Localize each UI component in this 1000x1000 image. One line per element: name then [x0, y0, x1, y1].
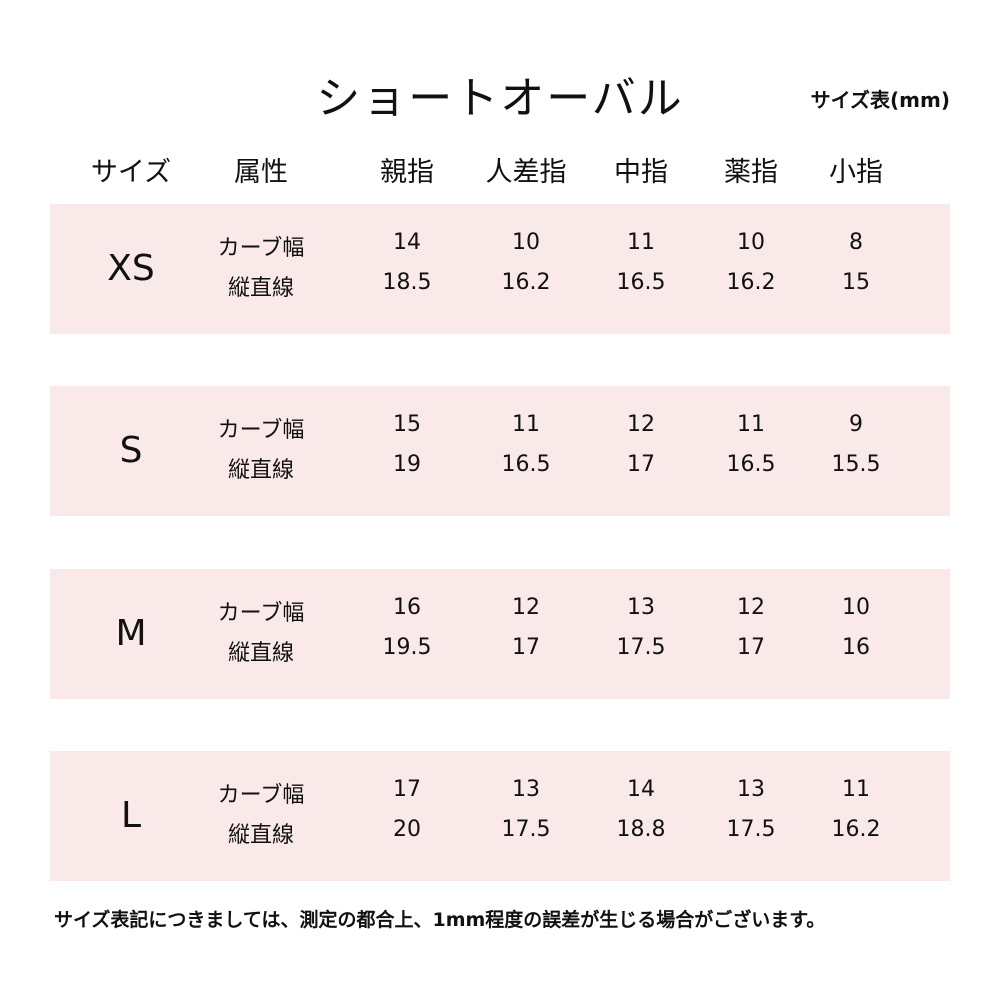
length-value: 19.5: [382, 635, 432, 660]
size-label: XS: [107, 248, 155, 289]
size-label: M: [115, 613, 147, 654]
length-value: 18.5: [382, 270, 432, 295]
length-value: 15.5: [831, 452, 881, 477]
length-value: 16.5: [616, 270, 666, 295]
size-label: S: [119, 430, 143, 471]
curve-width-value: 12: [737, 595, 765, 620]
unit-label: サイズ表(mm): [810, 88, 950, 112]
page-title: ショートオーバル: [316, 73, 684, 124]
curve-width-value: 11: [627, 230, 655, 255]
length-value: 17.5: [616, 635, 666, 660]
length-value: 16.2: [831, 817, 881, 842]
header-size: サイズ: [90, 157, 172, 188]
length-value: 16: [842, 635, 870, 660]
curve-width-value: 8: [849, 230, 863, 255]
length-value: 20: [393, 817, 421, 842]
curve-width-value: 12: [512, 595, 540, 620]
length-value: 17: [737, 635, 765, 660]
curve-width-value: 11: [842, 777, 870, 802]
header-index: 人差指: [485, 157, 567, 188]
attribute-label: カーブ幅: [217, 783, 305, 808]
size-row-s: S カーブ幅 15 11 12 11 9 縦直線 19 16.5 17 16.5 15.5: [50, 386, 950, 516]
curve-width-value: 11: [512, 412, 540, 437]
length-value: 16.5: [501, 452, 551, 477]
length-value: 16.2: [726, 270, 776, 295]
curve-width-value: 11: [737, 412, 765, 437]
curve-width-value: 16: [393, 595, 421, 620]
length-value: 15: [842, 270, 870, 295]
curve-width-value: 14: [393, 230, 421, 255]
size-row-m: M カーブ幅 16 12 13 12 10 縦直線 19.5 17 17.5 17 16: [50, 569, 950, 699]
attribute-label: カーブ幅: [217, 418, 305, 443]
attribute-label: 縦直線: [227, 641, 295, 666]
length-value: 18.8: [616, 817, 666, 842]
curve-width-value: 17: [393, 777, 421, 802]
length-value: 19: [393, 452, 421, 477]
header-pinky: 小指: [829, 157, 883, 188]
curve-width-value: 13: [512, 777, 540, 802]
curve-width-value: 9: [849, 412, 863, 437]
length-value: 17.5: [726, 817, 776, 842]
header-attribute: 属性: [234, 157, 288, 188]
curve-width-value: 13: [737, 777, 765, 802]
curve-width-value: 13: [627, 595, 655, 620]
curve-width-value: 10: [737, 230, 765, 255]
attribute-label: 縦直線: [227, 276, 295, 301]
curve-width-value: 12: [627, 412, 655, 437]
attribute-label: 縦直線: [227, 458, 295, 483]
length-value: 16.2: [501, 270, 551, 295]
curve-width-value: 10: [842, 595, 870, 620]
header-ring: 薬指: [724, 157, 778, 188]
attribute-label: カーブ幅: [217, 236, 305, 261]
attribute-label: 縦直線: [227, 823, 295, 848]
size-label: L: [120, 795, 142, 836]
curve-width-value: 15: [393, 412, 421, 437]
curve-width-value: 10: [512, 230, 540, 255]
size-row-xs: XS カーブ幅 14 10 11 10 8 縦直線 18.5 16.2 16.5 16.2 15: [50, 204, 950, 334]
header-thumb: 親指: [380, 157, 434, 188]
size-row-l: L カーブ幅 17 13 14 13 11 縦直線 20 17.5 18.8 17.5 16.2: [50, 751, 950, 881]
curve-width-value: 14: [627, 777, 655, 802]
attribute-label: カーブ幅: [217, 601, 305, 626]
length-value: 17: [512, 635, 540, 660]
length-value: 17.5: [501, 817, 551, 842]
length-value: 16.5: [726, 452, 776, 477]
header-middle: 中指: [614, 157, 668, 188]
disclaimer-note: サイズ表記につきましては、測定の都合上、1mm程度の誤差が生じる場合がございます…: [54, 909, 826, 931]
length-value: 17: [627, 452, 655, 477]
